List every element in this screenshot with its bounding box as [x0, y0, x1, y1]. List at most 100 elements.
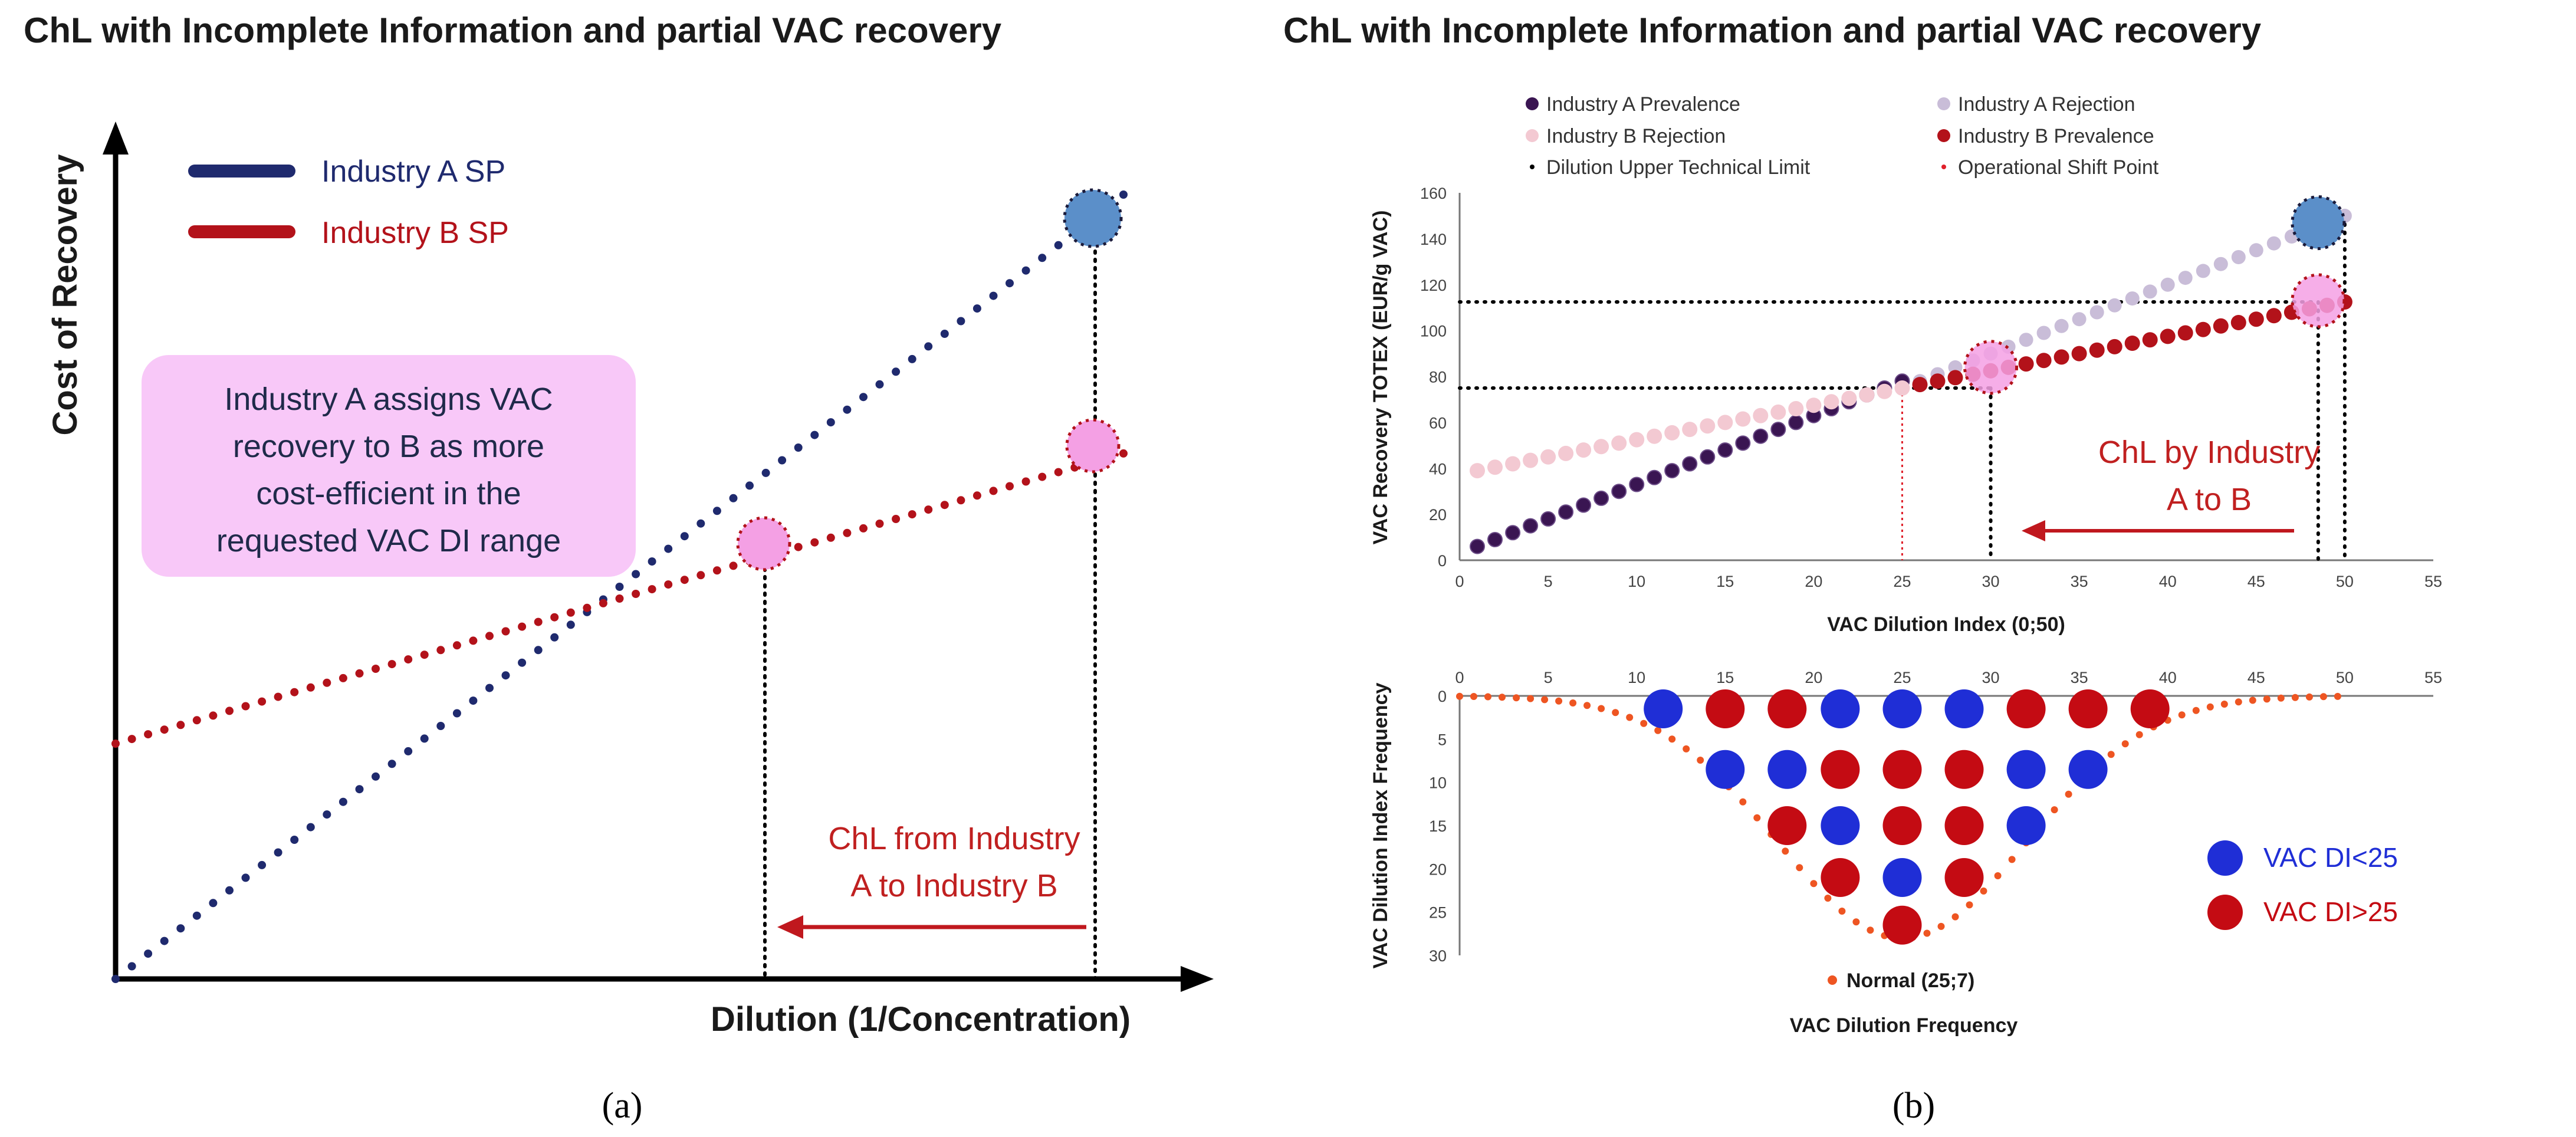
top-chart-x-tick: 15	[1716, 573, 1734, 590]
panel-a-point-industry-a	[761, 468, 770, 477]
panel-a-point-industry-b	[566, 608, 575, 617]
top-chart-point-industry-a-prevalence	[1682, 456, 1698, 472]
panel-a-point-industry-b	[111, 740, 120, 748]
top-chart-point-industry-b-prevalence	[2107, 339, 2122, 354]
panel-a-point-industry-a	[940, 330, 949, 338]
normal-legend-label: Normal (25;7)	[1846, 970, 1974, 992]
top-chart-x-tick: 35	[2071, 573, 2088, 590]
top-chart-point-industry-a-rejection	[2019, 333, 2033, 347]
dist-point-below-25	[1882, 689, 1922, 728]
normal-curve-point	[2051, 806, 2058, 814]
top-chart-point-industry-b-rejection	[1647, 428, 1662, 444]
normal-curve-point	[2065, 790, 2072, 798]
panel-a-chl-arrowhead	[777, 915, 803, 939]
top-chart-x-tick: 50	[2336, 573, 2354, 590]
panel-a-point-industry-a	[323, 810, 331, 819]
normal-curve-point	[2192, 706, 2200, 714]
top-chart-point-industry-b-prevalence	[2213, 318, 2229, 334]
dist-point-above-25	[1767, 689, 1807, 728]
top-chart-point-industry-b-prevalence	[2195, 321, 2211, 337]
normal-curve-point	[1697, 757, 1704, 764]
normal-curve-point	[1456, 692, 1463, 700]
panel-a-series-industry-a	[111, 190, 1128, 983]
normal-curve-point	[1966, 901, 1973, 909]
panel-a-point-industry-a	[859, 393, 868, 402]
panel-a-point-industry-b	[452, 641, 461, 650]
panel-a-point-industry-b	[550, 613, 559, 622]
top-chart-point-industry-b-rejection	[1523, 452, 1539, 468]
normal-curve-point	[1499, 694, 1506, 701]
dist-point-above-25	[1882, 905, 1922, 945]
top-chart-point-industry-b-rejection	[1593, 439, 1609, 455]
top-chart-ylabel: VAC Recovery TOTEX (EUR/g VAC)	[1369, 211, 1392, 545]
normal-curve-point	[1598, 705, 1605, 712]
top-chart-point-industry-a-rejection	[2125, 291, 2140, 306]
dist-point-below-25	[1821, 806, 1860, 845]
panel-a-point-industry-a	[436, 722, 445, 730]
top-chart-point-industry-a-prevalence	[1505, 525, 1521, 541]
panel-a-point-industry-b	[144, 730, 153, 739]
top-chart-point-industry-b-prevalence	[2177, 325, 2193, 341]
panel-a-point-industry-a	[648, 557, 656, 566]
top-chart-point-industry-a-prevalence	[1487, 532, 1503, 547]
panel-a-point-industry-a	[615, 583, 624, 591]
panel-a-point-industry-a	[810, 431, 819, 439]
top-chart-point-industry-b-prevalence	[2160, 328, 2176, 344]
panel-a-point-industry-a	[144, 949, 153, 958]
panel-a-point-industry-b	[290, 688, 299, 696]
top-chart-point-industry-a-rejection	[2231, 250, 2246, 264]
panel-a-legend: Industry A SP Industry B SP	[188, 155, 509, 250]
panel-a-point-industry-a	[794, 443, 803, 452]
bottom-chart-xlabel: VAC Dilution Frequency	[1790, 1014, 2018, 1037]
normal-curve-point	[2319, 693, 2327, 701]
panel-a-point-industry-a	[664, 544, 673, 553]
legend-b-label-b-rejection: Industry B Rejection	[1546, 125, 1726, 147]
dist-point-below-25	[2006, 750, 2046, 789]
panel-a-point-industry-b	[127, 735, 136, 744]
dist-point-below-25	[1706, 750, 1745, 789]
normal-curve-point	[1654, 727, 1662, 734]
legend-b-marker-b-prevalence	[1937, 129, 1950, 142]
normal-curve-point	[1739, 798, 1747, 806]
top-chart-point-industry-a-prevalence	[1629, 477, 1645, 492]
bottom-chart-x-tick: 0	[1455, 669, 1464, 686]
panel-a-point-industry-a	[778, 456, 787, 465]
normal-curve-point	[1668, 735, 1676, 743]
panel-a-point-industry-b	[615, 594, 624, 603]
normal-curve-point	[1994, 872, 2002, 879]
normal-curve-point	[1867, 926, 1874, 934]
top-chart-point-industry-a-rejection	[2107, 298, 2122, 313]
panel-a-point-industry-a	[972, 304, 981, 313]
panel-a-point-industry-b	[1038, 472, 1047, 481]
top-chart-point-industry-b-prevalence	[2089, 342, 2105, 358]
top-chart-y-tick: 100	[1420, 323, 1447, 340]
legend-b-label-a-prevalence: Industry A Prevalence	[1546, 93, 1740, 116]
normal-curve-point	[1782, 847, 1789, 855]
callout-line-1: Industry A assigns VAC	[224, 382, 553, 417]
panel-a-point-industry-b	[274, 692, 282, 701]
legend-b-marker-a-prevalence	[1526, 97, 1539, 110]
top-chart-point-industry-a-prevalence	[1770, 422, 1786, 438]
top-chart-highlight-pink	[2291, 273, 2346, 328]
normal-curve-point	[2121, 740, 2129, 748]
panel-a-point-industry-a	[258, 860, 267, 869]
dist-point-above-25	[1944, 806, 1984, 845]
panel-b-title: ChL with Incomplete Information and part…	[1283, 11, 2262, 50]
top-chart-point-industry-a-prevalence	[1593, 490, 1609, 506]
dist-point-above-25	[1821, 858, 1860, 897]
panel-a-x-arrowhead	[1181, 966, 1214, 992]
top-chart-y-tick: 20	[1429, 506, 1447, 524]
panel-a-point-industry-b	[989, 487, 998, 495]
top-chart-point-industry-a-rejection	[2089, 305, 2104, 320]
legend-b-marker-a-rejection	[1937, 97, 1950, 110]
top-chart-point-industry-b-rejection	[1717, 415, 1733, 431]
panel-a-point-industry-b	[420, 650, 429, 659]
panel-a-point-industry-b	[664, 580, 673, 589]
top-chart-point-industry-b-rejection	[1664, 425, 1680, 441]
panel-a-point-industry-a	[1038, 254, 1047, 262]
panel-a-point-industry-b	[826, 533, 835, 542]
top-chart-point-industry-a-prevalence	[1558, 504, 1574, 520]
normal-curve-point	[1796, 864, 1803, 872]
callout-line-3: cost-efficient in the	[256, 476, 521, 511]
bottom-chart-y-tick: 10	[1429, 774, 1447, 792]
